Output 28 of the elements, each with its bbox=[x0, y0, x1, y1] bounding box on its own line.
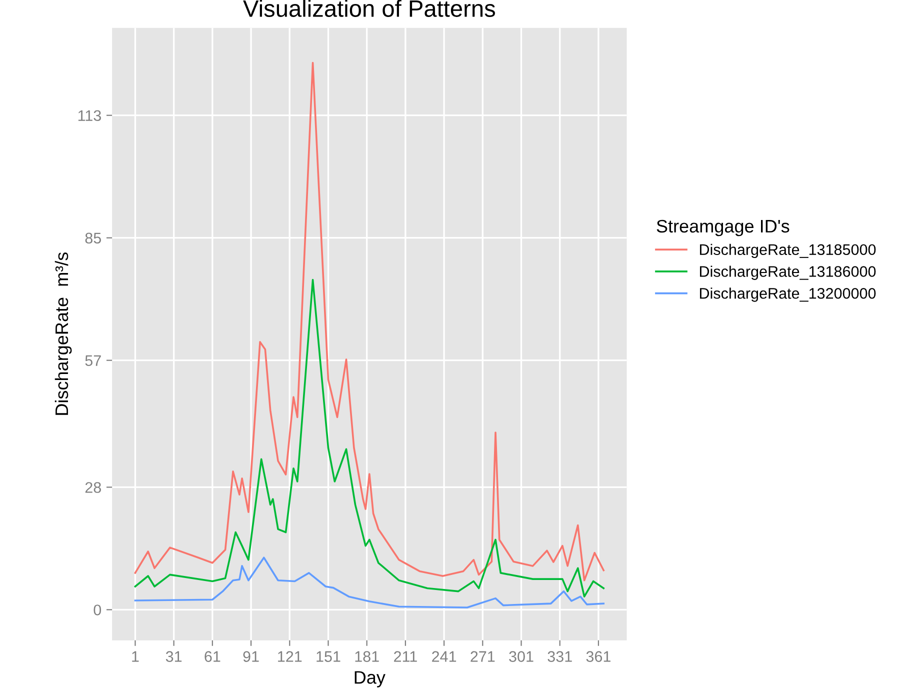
x-tick-label: 91 bbox=[243, 651, 259, 662]
line-series bbox=[134, 62, 605, 582]
x-tick-label: 1 bbox=[132, 651, 139, 662]
line-series bbox=[134, 278, 605, 598]
legend-label: DischargeRate_13200000 bbox=[700, 288, 876, 302]
legend-label: DischargeRate_13186000 bbox=[700, 266, 876, 280]
x-tick-label: 61 bbox=[204, 651, 220, 662]
x-tick-label: 181 bbox=[355, 651, 379, 662]
y-tick-label: 0 bbox=[94, 604, 102, 616]
x-tick-label: 331 bbox=[548, 651, 572, 662]
x-tick-label: 301 bbox=[509, 651, 534, 662]
x-tick-label: 241 bbox=[432, 651, 456, 662]
x-tick-label: 31 bbox=[166, 651, 182, 662]
x-axis-title: Day bbox=[354, 671, 386, 688]
line-series bbox=[134, 556, 605, 608]
y-tick-label: 85 bbox=[85, 232, 101, 244]
x-tick-label: 361 bbox=[586, 651, 610, 662]
y-axis-title: DischargeRate m³/s bbox=[54, 252, 72, 415]
y-tick-label: 57 bbox=[85, 355, 101, 366]
x-tick-label: 121 bbox=[278, 651, 302, 662]
y-tick-label: 113 bbox=[78, 110, 101, 122]
x-tick-label: 211 bbox=[394, 651, 417, 662]
legend-title: Streamgage ID's bbox=[656, 220, 790, 236]
chart-title: Visualization of Patterns bbox=[243, 0, 496, 17]
x-tick-label: 151 bbox=[316, 651, 340, 662]
x-tick-label: 271 bbox=[470, 651, 495, 662]
legend-label: DischargeRate_13185000 bbox=[700, 244, 876, 258]
y-tick-label: 28 bbox=[85, 482, 101, 493]
